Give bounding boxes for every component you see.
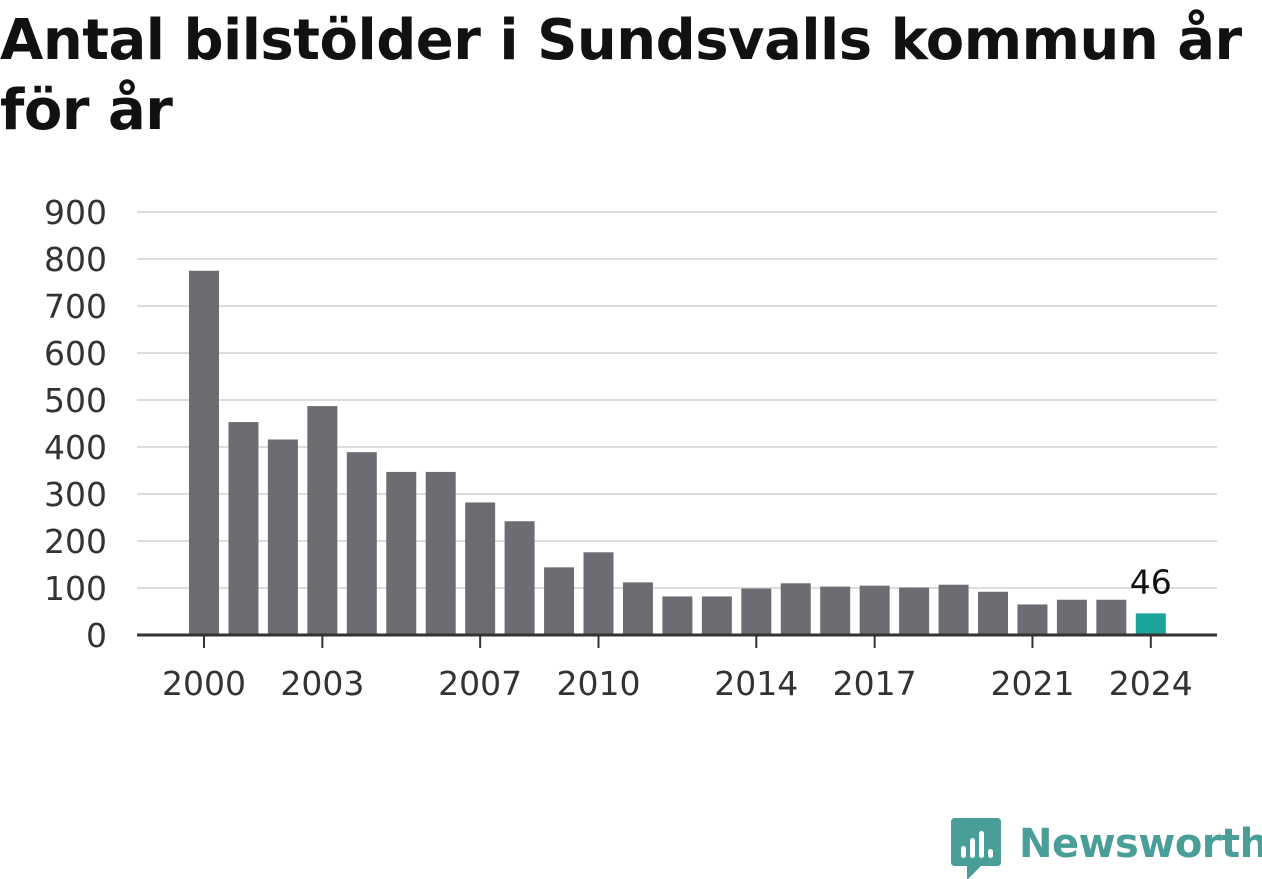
bar-2012 <box>662 596 693 635</box>
y-tick-label: 700 <box>44 287 107 326</box>
bar-2002 <box>267 439 298 635</box>
y-axis-ticks: 0 100 200 300 400 500 600 700 800 900 <box>44 193 107 655</box>
x-tick-label: 2021 <box>990 664 1074 703</box>
bar-2013 <box>701 596 732 635</box>
x-tick-label: 2014 <box>714 664 798 703</box>
data-label: 46 <box>1130 562 1172 601</box>
x-tick-label: 2003 <box>280 664 364 703</box>
bar-2001 <box>228 422 259 635</box>
y-tick-label: 200 <box>44 522 107 561</box>
bar-2006 <box>425 471 456 635</box>
newsworthy-logo: Newsworthy <box>951 818 1262 879</box>
annotations: 46 <box>1130 562 1172 601</box>
bars <box>189 270 1166 635</box>
bar-2016 <box>820 586 851 635</box>
x-tick-label: 2000 <box>162 664 246 703</box>
bar-2018 <box>899 587 930 635</box>
y-tick-label: 900 <box>44 193 107 232</box>
y-tick-label: 800 <box>44 240 107 279</box>
bar-2015 <box>780 583 811 635</box>
y-tick-label: 0 <box>86 616 107 655</box>
y-tick-label: 600 <box>44 334 107 373</box>
bar-2003 <box>307 406 338 635</box>
bar-2022 <box>1056 599 1087 635</box>
brand-name: Newsworthy <box>1019 821 1262 867</box>
y-tick-label: 300 <box>44 475 107 514</box>
bar-2007 <box>465 502 496 635</box>
bar-2000 <box>189 270 219 635</box>
y-tick-label: 100 <box>44 569 107 608</box>
bar-2023 <box>1096 599 1127 635</box>
y-tick-label: 400 <box>44 428 107 467</box>
x-tick-label: 2024 <box>1109 664 1193 703</box>
bar-2020 <box>978 591 1008 635</box>
bar-2021 <box>1017 604 1048 635</box>
gridlines <box>137 211 1217 589</box>
x-tick-label: 2007 <box>438 664 522 703</box>
bar-2004 <box>346 452 377 635</box>
bar-2005 <box>386 471 417 635</box>
x-axis-ticks: 2000 2003 2007 2010 2014 2017 2021 2024 <box>162 635 1193 703</box>
bar-2019 <box>938 584 969 635</box>
bar-2024 <box>1135 613 1166 635</box>
bar-2011 <box>622 582 653 635</box>
bar-2009 <box>544 567 575 635</box>
bar-2017 <box>859 585 890 635</box>
y-tick-label: 500 <box>44 381 107 420</box>
chart-title: Antal bilstölder i Sundsvalls kommun år … <box>0 8 1242 143</box>
x-tick-label: 2017 <box>833 664 917 703</box>
x-tick-label: 2010 <box>557 664 641 703</box>
newsworthy-logo-icon <box>951 818 1001 879</box>
bar-2014 <box>741 588 772 635</box>
bar-2008 <box>504 521 535 635</box>
bar-2010 <box>583 552 614 635</box>
